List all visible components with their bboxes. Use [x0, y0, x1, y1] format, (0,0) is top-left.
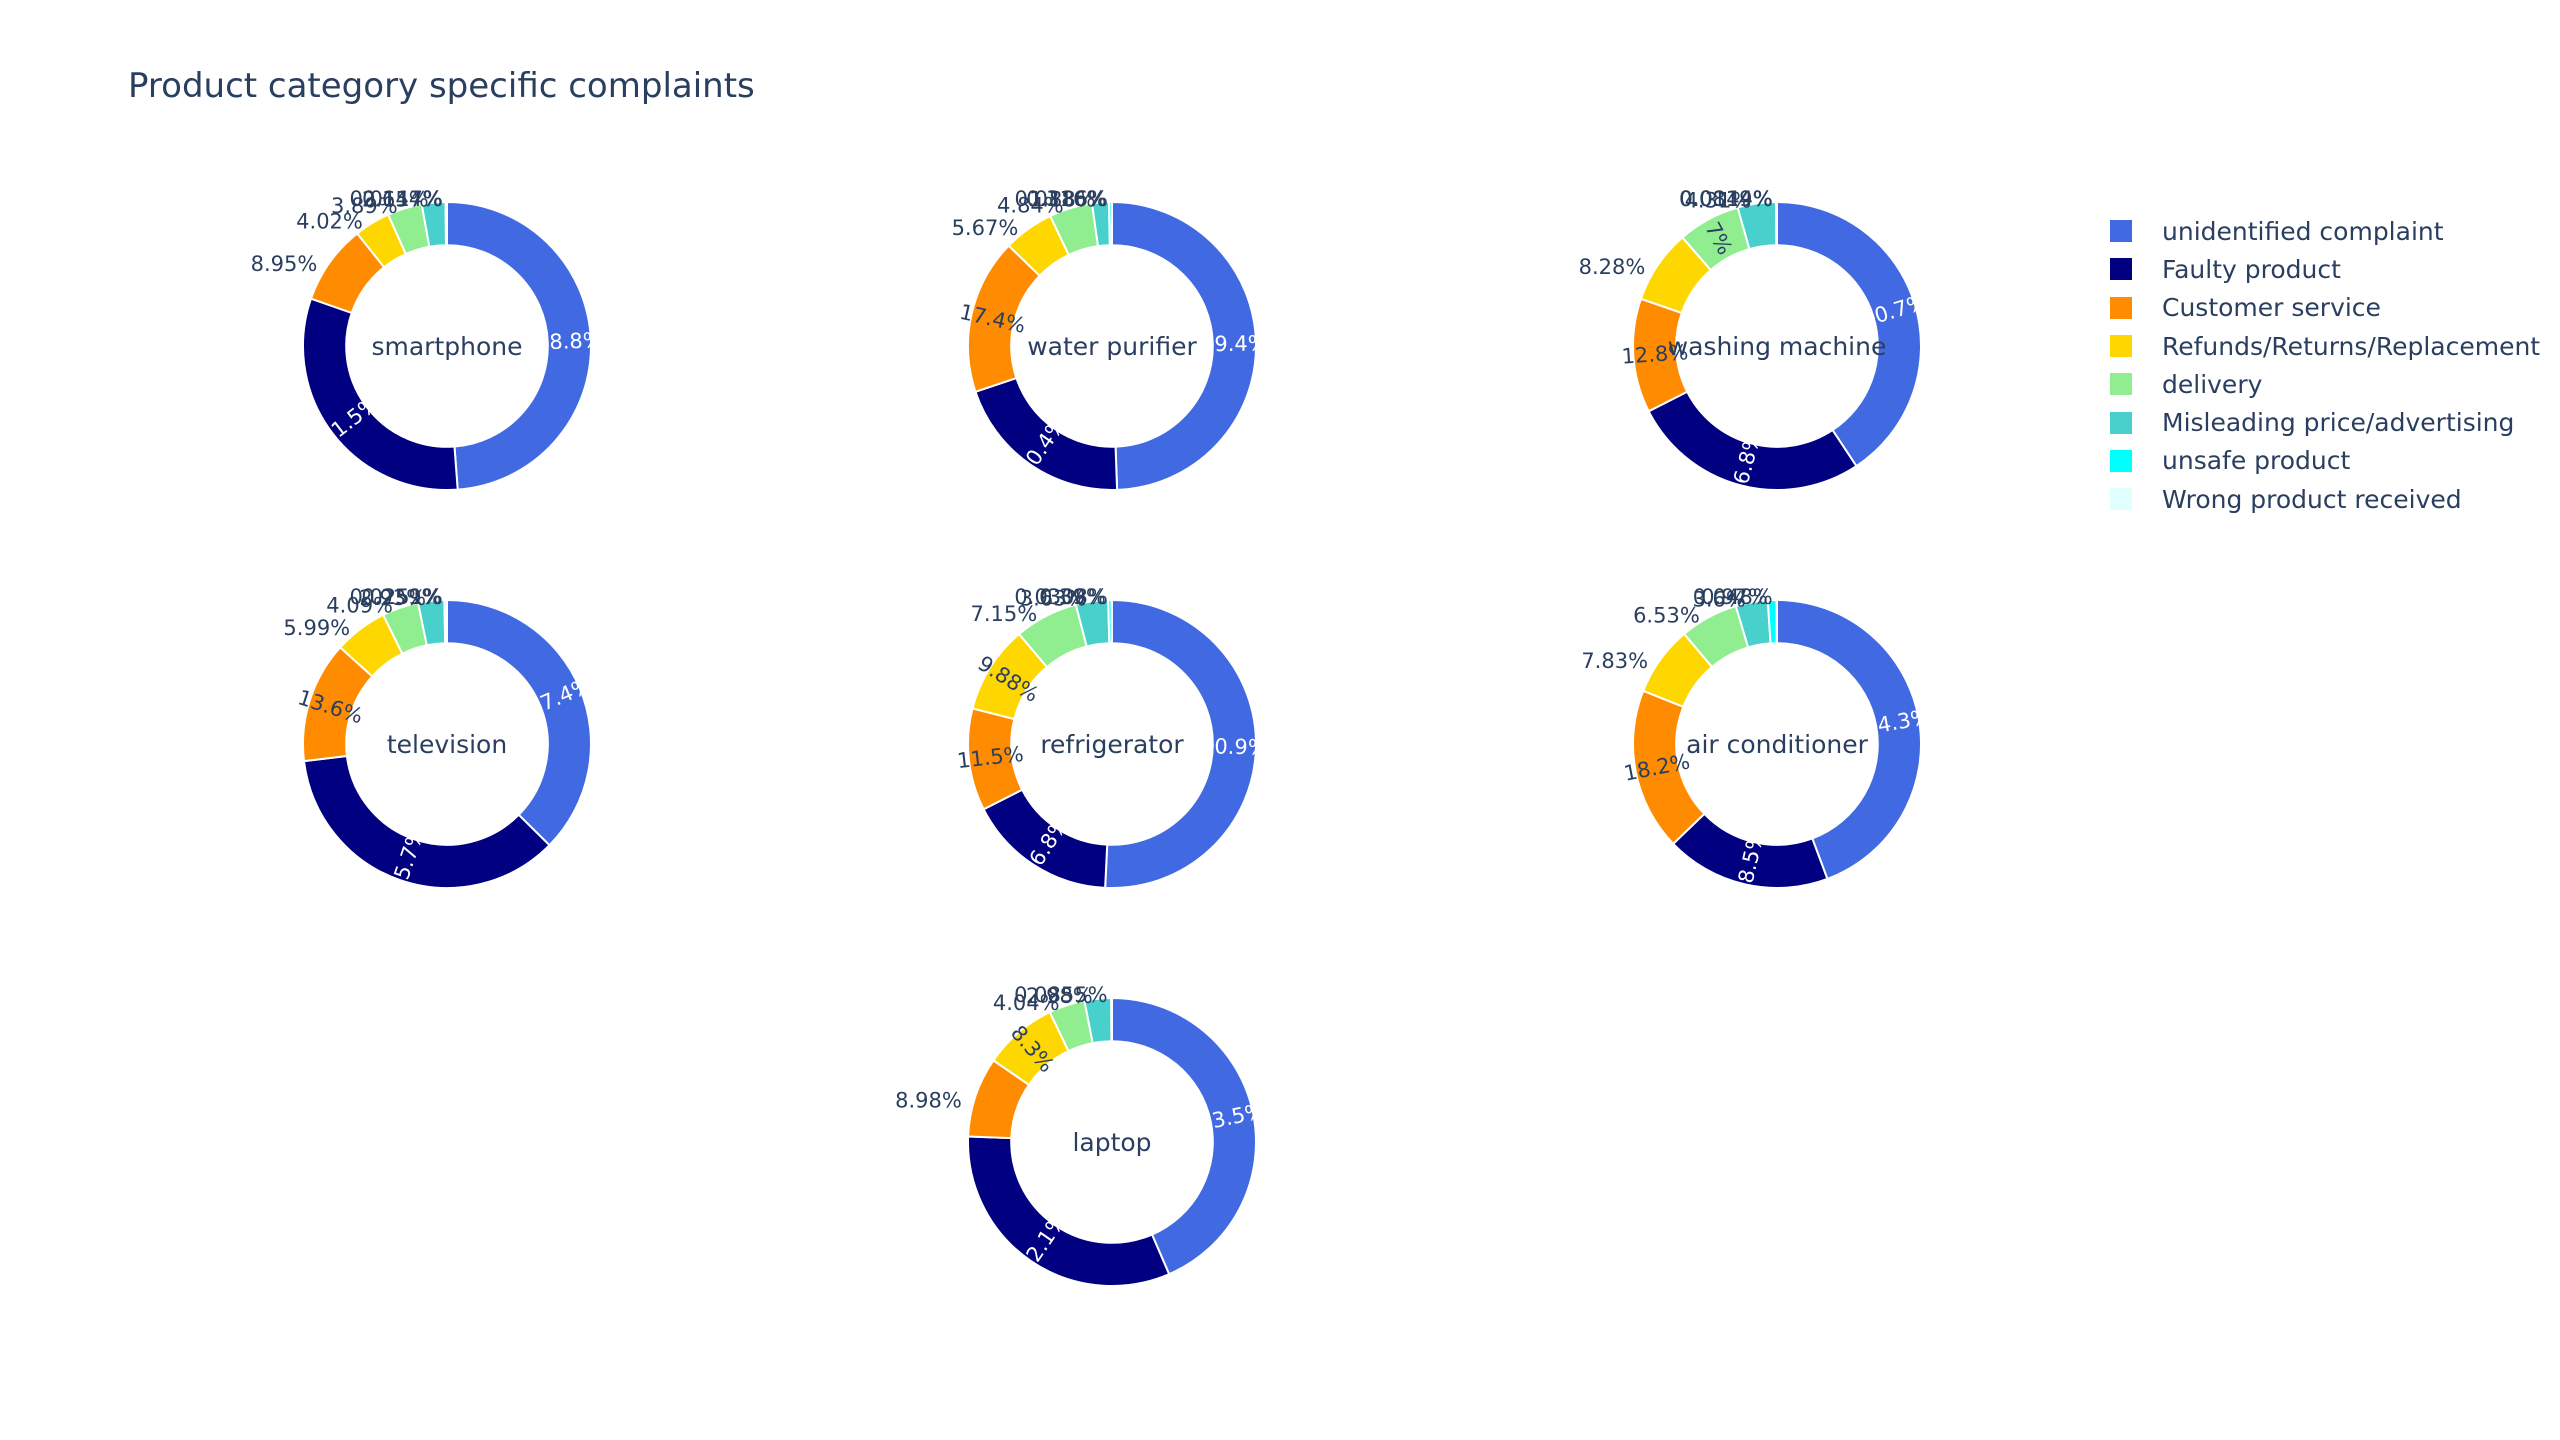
legend-label: unidentified complaint — [2162, 216, 2444, 246]
legend-swatch — [2110, 488, 2132, 511]
slice-label: 7.83% — [1581, 649, 1648, 673]
donut-center-label: refrigerator — [1040, 730, 1184, 759]
legend-item-misleading-price-advertising[interactable]: Misleading price/advertising — [2110, 403, 2540, 441]
slice-laptop-unsafe-product[interactable] — [1110, 996, 1113, 1043]
donut-air-conditioner: air conditioner44.3%18.5%18.2%7.83%6.53%… — [1581, 585, 1932, 899]
donut-smartphone: smartphone 48.8%31.5%8.95%4.02%3.89%2.65%… — [251, 187, 604, 491]
legend-item-refunds-returns-replacement[interactable]: Refunds/Returns/Replacement — [2110, 327, 2540, 365]
slice-smartphone-unidentified-complaint[interactable] — [446, 200, 592, 491]
slice-label: 7.15% — [970, 602, 1037, 626]
legend-swatch — [2110, 258, 2132, 281]
slice-label: 0.048% — [1693, 585, 1773, 609]
slice-label: 4.31% — [1685, 189, 1752, 213]
donut-center-label: water purifier — [1027, 332, 1197, 361]
donut-center-label: television — [387, 730, 507, 759]
legend-item-unsafe-product[interactable]: unsafe product — [2110, 442, 2540, 480]
slice-label: 49.4% — [1201, 331, 1268, 356]
slice-label: 48.8% — [536, 328, 604, 354]
slice-label: 0.0186% — [1014, 187, 1107, 211]
legend-swatch — [2110, 373, 2132, 396]
slice-label: 1.88% — [1029, 187, 1096, 211]
slice-washing-machine-unidentified-complaint[interactable] — [1776, 200, 1922, 468]
legend-item-unidentified-complaint[interactable]: unidentified complaint — [2110, 212, 2540, 250]
slice-label: 8.28% — [1579, 255, 1646, 279]
slice-label: 0.0855% — [1014, 983, 1107, 1007]
donut-television: television37.4%35.7%13.6%5.99%4.09%2.93%… — [283, 585, 595, 895]
legend-item-customer-service[interactable]: Customer service — [2110, 289, 2540, 327]
slice-label: 0.0144% — [1679, 187, 1772, 211]
slice-air-conditioner-unidentified-complaint[interactable] — [1776, 598, 1922, 881]
slice-label: 0.0308% — [1014, 585, 1107, 609]
slice-label: 50.9% — [1201, 734, 1268, 760]
slice-television-faulty-product[interactable] — [302, 754, 551, 889]
slice-laptop-unidentified-complaint[interactable] — [1111, 996, 1258, 1276]
slice-label: 8.98% — [895, 1088, 962, 1112]
legend-label: Faulty product — [2162, 254, 2341, 284]
slice-label: 0.0117% — [350, 187, 443, 211]
donut-water-purifier: water purifier 49.4%20.4%17.4%5.67%4.84%1… — [952, 187, 1268, 491]
slice-label: 4.09% — [326, 593, 393, 617]
donut-center-label: washing machine — [1668, 332, 1887, 361]
chart-title: Product category specific complaints — [128, 66, 755, 106]
slice-refrigerator-unidentified-complaint[interactable] — [1104, 598, 1257, 889]
legend-item-wrong-product-received[interactable]: Wrong product received — [2110, 480, 2540, 518]
slice-label: 5.99% — [283, 616, 350, 640]
legend-label: unsafe product — [2162, 446, 2351, 476]
slice-label: 4.84% — [997, 193, 1064, 217]
slice-label: 2.93% — [359, 586, 426, 610]
slice-water-purifier-unidentified-complaint[interactable] — [1111, 200, 1257, 491]
slice-label: 0.316% — [1026, 187, 1106, 211]
slice-label: 6.53% — [1633, 604, 1700, 628]
legend-swatch — [2110, 220, 2132, 243]
legend-swatch — [2110, 335, 2132, 358]
legend-swatch — [2110, 296, 2132, 319]
legend-swatch — [2110, 411, 2132, 434]
slice-label: 0.39% — [1039, 585, 1106, 609]
legend-item-faulty-product[interactable]: Faulty product — [2110, 250, 2540, 288]
slice-label: 2.65% — [362, 188, 429, 212]
donut-washing-machine: washing machine40.7%26.8%12.8%7%8.28%4.3… — [1579, 187, 1930, 500]
slice-laptop-faulty-product[interactable] — [967, 1135, 1171, 1288]
slice-label: 0.97% — [1701, 585, 1768, 609]
slice-label: 2.98% — [1026, 984, 1093, 1008]
slice-label: 0.259% — [361, 585, 441, 609]
slice-label: 5.67% — [952, 216, 1019, 240]
legend-label: Wrong product received — [2162, 484, 2462, 514]
donut-laptop: laptop43.5%32.1%8.3%8.98%4.04%2.98%0.085… — [895, 983, 1267, 1288]
slice-label: 0.0251% — [349, 585, 442, 609]
slice-label: 4.02% — [296, 209, 363, 233]
legend-label: delivery — [2162, 369, 2263, 399]
legend-label: Customer service — [2162, 293, 2381, 323]
slice-television-unidentified-complaint[interactable] — [446, 598, 592, 847]
slice-label: 0.144% — [362, 187, 442, 211]
donut-center-label: smartphone — [371, 332, 522, 361]
donut-center-label: air conditioner — [1686, 730, 1868, 759]
slice-smartphone-faulty-product[interactable] — [302, 297, 459, 491]
legend-item-delivery[interactable]: delivery — [2110, 365, 2540, 403]
slice-label: 3.6% — [1693, 587, 1746, 611]
slice-label: 12.8% — [1621, 340, 1689, 369]
legend-swatch — [2110, 449, 2132, 472]
donut-center-label: laptop — [1072, 1128, 1151, 1157]
slice-label: 4.04% — [993, 991, 1060, 1015]
slice-label: 3.63% — [1020, 587, 1087, 611]
slice-label: 8.95% — [251, 252, 318, 276]
legend-label: Refunds/Returns/Replacement — [2162, 331, 2541, 361]
donut-refrigerator: refrigerator 50.9%16.8%11.5%9.88%7.15%3.6… — [956, 585, 1268, 889]
legend: unidentified complaint Faulty product Cust… — [2110, 212, 2540, 518]
slice-label: 0.0819% — [1679, 187, 1772, 211]
slice-label: 3.89% — [331, 194, 398, 218]
legend-label: Misleading price/advertising — [2162, 408, 2515, 438]
